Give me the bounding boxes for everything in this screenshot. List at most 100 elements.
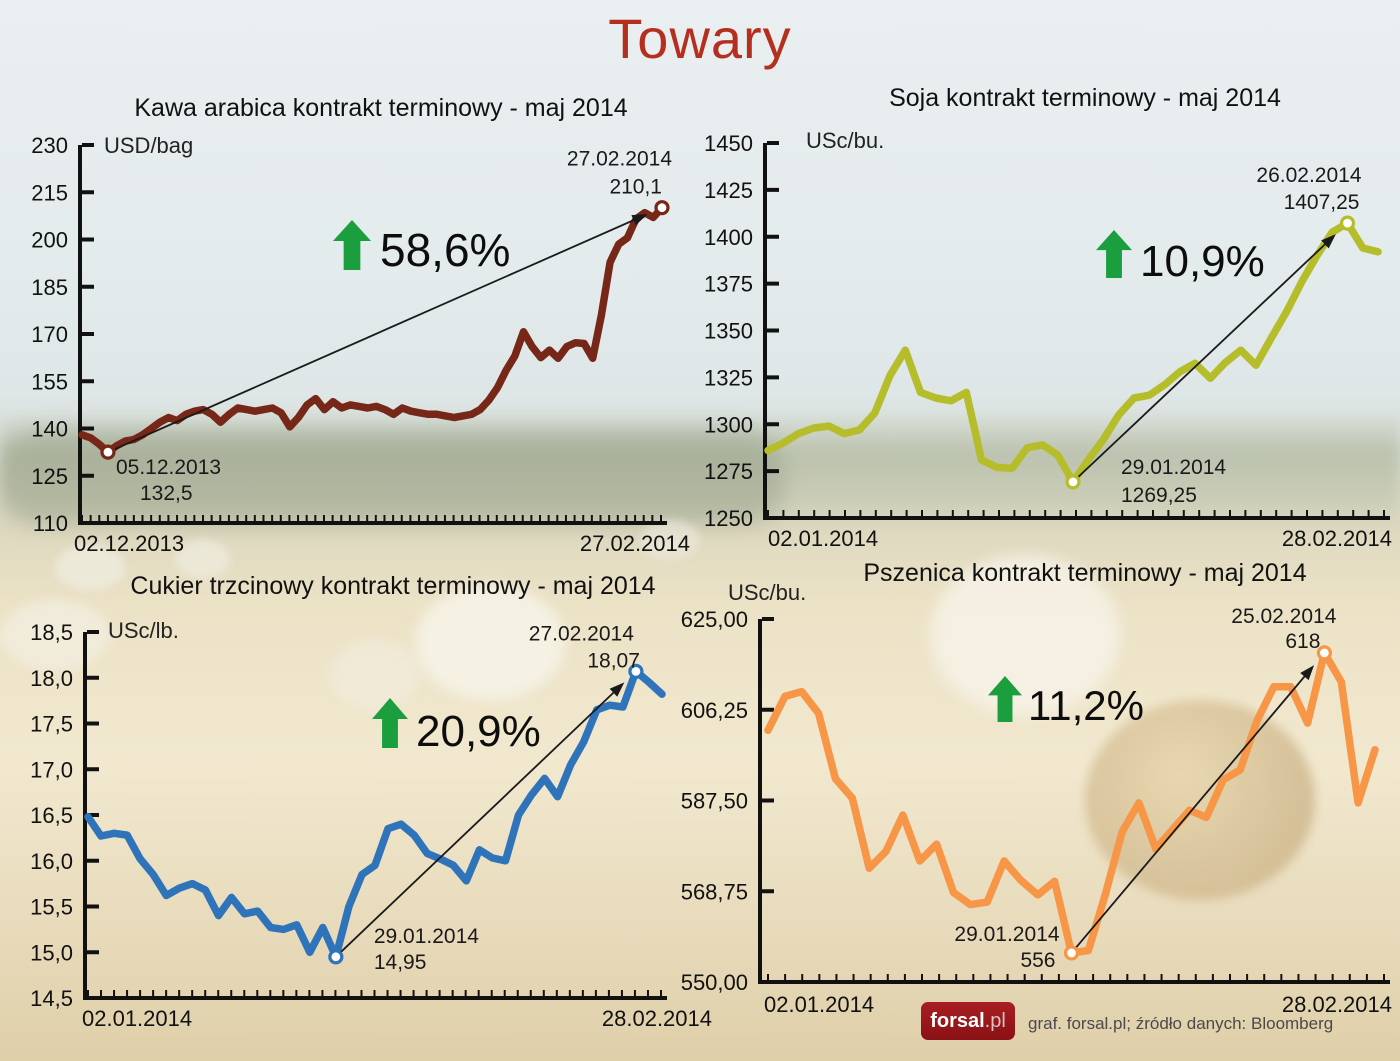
soy-low-marker bbox=[1065, 474, 1081, 490]
wheat-peak-marker bbox=[1316, 645, 1333, 661]
soy-ytick-label: 1300 bbox=[704, 412, 753, 437]
hay-bale bbox=[175, 540, 230, 578]
coffee-ytick-label: 110 bbox=[33, 511, 68, 536]
sugar-ytick-label: 17,0 bbox=[30, 757, 73, 782]
soy-title: Soja kontrakt terminowy - maj 2014 bbox=[889, 84, 1281, 112]
sugar-ytick-label: 15,5 bbox=[30, 895, 73, 920]
sugar-title: Cukier trzcinowy kontrakt terminowy - ma… bbox=[130, 572, 655, 600]
wheat-xlabel-end: 28.02.2014 bbox=[1282, 992, 1392, 1017]
soy-trend-line bbox=[1072, 237, 1333, 483]
soy-low-date: 29.01.2014 bbox=[1121, 456, 1226, 479]
coffee-ytick-label: 185 bbox=[31, 275, 68, 300]
coffee-low-value: 132,5 bbox=[140, 482, 193, 505]
page-title: Towary bbox=[608, 7, 792, 70]
sugar-series-line bbox=[84, 667, 666, 961]
coffee-unit-label: USD/bag bbox=[104, 133, 193, 158]
soy-ytick-label: 1325 bbox=[704, 365, 753, 390]
soy-ytick-label: 1425 bbox=[704, 178, 753, 203]
sugar-ytick-label: 17,5 bbox=[30, 712, 73, 737]
soy-unit-label: USc/bu. bbox=[806, 128, 884, 153]
soy-series-line bbox=[764, 219, 1382, 486]
sugar-unit-label: USc/lb. bbox=[108, 618, 179, 643]
wheat-ytick-label: 587,50 bbox=[681, 789, 748, 814]
wheat-low-date: 29.01.2014 bbox=[954, 923, 1059, 946]
treeline-band bbox=[0, 412, 1400, 530]
sugar-ytick-label: 16,5 bbox=[30, 803, 73, 828]
wheat-peak-date: 25.02.2014 bbox=[1231, 605, 1336, 628]
sugar-low-value: 14,95 bbox=[374, 951, 427, 974]
soy-ytick-label: 1450 bbox=[704, 131, 753, 156]
wheat-trend-line bbox=[1070, 669, 1311, 954]
forsal-logo-tld: .pl bbox=[984, 1009, 1006, 1032]
coffee-ytick-label: 215 bbox=[31, 180, 68, 205]
wheat-xlabel-start: 02.01.2014 bbox=[764, 992, 874, 1017]
sugar-xlabel-start: 02.01.2014 bbox=[82, 1006, 192, 1031]
forsal-logo: forsal .pl bbox=[921, 1002, 1015, 1040]
wheat-low-marker bbox=[1063, 945, 1080, 961]
coffee-series-line bbox=[78, 203, 666, 456]
sugar-low-marker bbox=[328, 949, 344, 965]
coffee-trend-arrowhead bbox=[631, 214, 648, 226]
coffee-change-percent: 58,6% bbox=[380, 224, 510, 276]
soy-peak-value: 1407,25 bbox=[1284, 191, 1360, 214]
coffee-ytick-label: 125 bbox=[31, 464, 68, 489]
chart-coffee: 230 215 200 185 170 155 140 125 110 Kawa arabica … bbox=[31, 94, 690, 556]
wheat-axes bbox=[758, 619, 1390, 984]
sugar-trend-line bbox=[335, 685, 621, 958]
soy-peak-marker bbox=[1339, 215, 1356, 231]
sugar-peak-date: 27.02.2014 bbox=[529, 622, 634, 645]
wheat-ytick-label: 606,25 bbox=[681, 698, 748, 723]
chart-soy: 1450 1425 1400 1375 1350 1325 1300 1275 1250 Soja… bbox=[704, 84, 1392, 551]
soy-peak-date: 26.02.2014 bbox=[1256, 164, 1361, 187]
wheat-unit-label: USc/bu. bbox=[728, 580, 806, 605]
wheat-ytick-label: 550,00 bbox=[681, 970, 748, 995]
forsal-logo-text: forsal bbox=[930, 1009, 985, 1032]
coffee-ytick-label: 230 bbox=[31, 133, 68, 158]
coffee-ytick-label: 170 bbox=[31, 322, 68, 347]
sugar-ytick-label: 14,5 bbox=[30, 986, 73, 1011]
coffee-low-marker bbox=[100, 444, 116, 460]
coffee-up-arrow-icon bbox=[333, 220, 371, 270]
soy-change-percent: 10,9% bbox=[1140, 237, 1265, 286]
hay-bale bbox=[415, 585, 565, 700]
soy-low-value: 1269,25 bbox=[1121, 484, 1197, 507]
soy-xlabel-end: 28.02.2014 bbox=[1282, 526, 1392, 551]
wheat-change-percent: 11,2% bbox=[1028, 682, 1144, 729]
sugar-peak-value: 18,07 bbox=[587, 649, 640, 672]
chart-wheat: 625,00 606,25 587,50 568,75 550,00 Pszenica k… bbox=[681, 559, 1392, 1017]
sugar-ytick-label: 16,0 bbox=[30, 849, 73, 874]
coffee-title: Kawa arabica kontrakt terminowy - maj 20… bbox=[134, 94, 627, 122]
soy-ytick-label: 1350 bbox=[704, 319, 753, 344]
coffee-axes bbox=[78, 145, 667, 525]
coffee-ytick-label: 140 bbox=[31, 417, 68, 442]
wheat-trend-arrowhead bbox=[1300, 665, 1315, 681]
hay-bale bbox=[0, 600, 110, 670]
soy-axes bbox=[763, 143, 1390, 520]
coffee-trend-line bbox=[107, 215, 643, 453]
wheat-ytick-label: 625,00 bbox=[681, 607, 748, 632]
hay-bale bbox=[930, 555, 1120, 715]
sugar-ytick-label: 18,5 bbox=[30, 620, 73, 645]
wheat-up-arrow-icon bbox=[988, 676, 1022, 722]
soy-up-arrow-icon bbox=[1096, 230, 1132, 278]
wheat-ytick-label: 568,75 bbox=[681, 879, 748, 904]
coffee-ytick-label: 200 bbox=[31, 228, 68, 253]
soy-ytick-label: 1250 bbox=[704, 506, 753, 531]
sugar-axes bbox=[83, 632, 667, 1000]
coffee-xlabel-end: 27.02.2014 bbox=[580, 531, 690, 556]
coffee-ytick-label: 155 bbox=[31, 369, 68, 394]
coffee-peak-value: 210,1 bbox=[609, 176, 662, 199]
sugar-change-percent: 20,9% bbox=[416, 707, 541, 756]
footer-credit: graf. forsal.pl; źródło danych: Bloomber… bbox=[1028, 1014, 1334, 1033]
coffee-peak-date: 27.02.2014 bbox=[567, 148, 672, 171]
sugar-ytick-label: 15,0 bbox=[30, 940, 73, 965]
hay-bale bbox=[55, 545, 125, 590]
sugar-trend-arrowhead bbox=[609, 682, 625, 697]
soy-ytick-label: 1375 bbox=[704, 272, 753, 297]
chart-sugar: 18,5 18,0 17,5 17,0 16,5 16,0 15,5 15,0 14,5 Cuki… bbox=[30, 572, 712, 1031]
sugar-low-date: 29.01.2014 bbox=[374, 925, 479, 948]
soy-ytick-label: 1400 bbox=[704, 225, 753, 250]
soy-xlabel-start: 02.01.2014 bbox=[768, 526, 878, 551]
wheat-low-value: 556 bbox=[1020, 949, 1055, 972]
